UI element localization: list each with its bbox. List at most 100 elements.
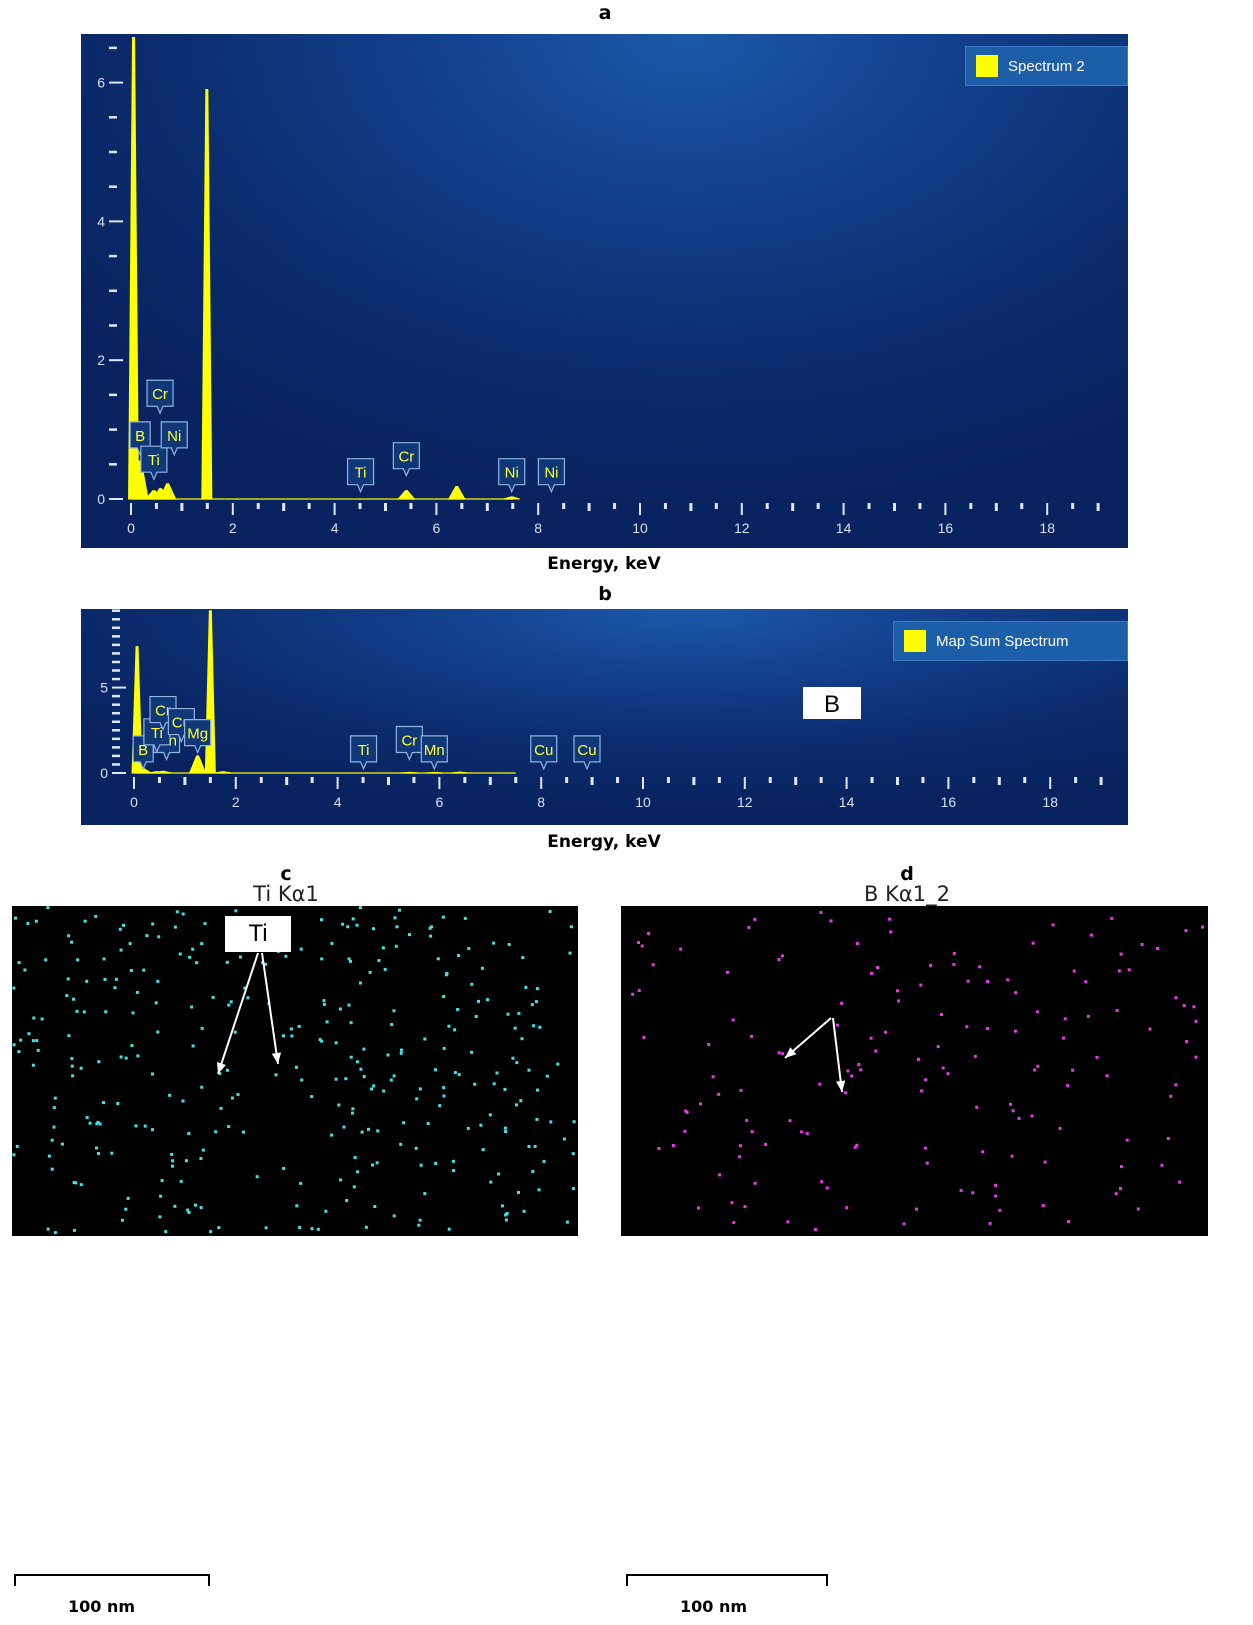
element-dot <box>571 1187 575 1191</box>
legend-label-b: Map Sum Spectrum <box>936 632 1069 650</box>
element-dot <box>225 960 229 964</box>
element-dot <box>503 1126 507 1130</box>
y-tick-label: 6 <box>97 75 105 91</box>
annotation-box <box>420 735 448 771</box>
legend-swatch-b <box>904 630 926 652</box>
element-dot <box>896 989 899 993</box>
element-dot <box>447 1024 451 1028</box>
element-dot <box>825 1186 829 1190</box>
element-dot <box>527 1068 531 1072</box>
element-dot <box>1110 916 1114 920</box>
element-dot <box>334 1041 338 1045</box>
element-dot <box>780 954 784 958</box>
callout-arrow <box>832 1017 843 1093</box>
b-callout-label: B <box>803 687 861 719</box>
element-dot <box>173 925 177 929</box>
element-dot <box>500 1204 504 1208</box>
element-dot <box>915 1207 918 1211</box>
element-dot <box>517 1011 521 1015</box>
element-dot <box>330 1133 334 1137</box>
element-dot <box>434 1161 438 1165</box>
element-dot <box>445 973 448 977</box>
element-dot <box>191 1044 195 1048</box>
element-dot <box>373 1205 377 1208</box>
element-dot <box>60 1142 64 1146</box>
element-dot <box>441 915 445 919</box>
x-tick-label: 4 <box>331 520 339 536</box>
element-dot <box>27 1032 31 1036</box>
spectrum-plot-b: 02468101214161805BMnTiCrCuMgTiCrMnCuCu <box>100 609 1103 810</box>
element-dot <box>310 1227 314 1231</box>
element-dot <box>504 1130 508 1133</box>
element-dot <box>971 1191 975 1195</box>
element-dot <box>1117 969 1121 973</box>
y-tick-label: 5 <box>100 680 108 696</box>
element-dot <box>188 955 192 959</box>
element-dot <box>102 957 106 961</box>
element-dot <box>173 1204 177 1208</box>
element-dot <box>346 925 350 929</box>
x-tick-label: 10 <box>635 794 651 810</box>
element-dot <box>565 1220 569 1224</box>
element-dot <box>844 1091 847 1095</box>
element-dot <box>190 1005 194 1009</box>
element-dot <box>118 927 122 931</box>
element-dot <box>994 1183 997 1187</box>
element-dot <box>392 1009 396 1013</box>
annotation-box <box>498 458 526 494</box>
callout-arrow <box>261 952 279 1065</box>
element-dot <box>536 1088 539 1092</box>
element-dot <box>1031 941 1035 945</box>
spectrum-peak <box>154 770 172 774</box>
element-dot <box>201 1148 205 1152</box>
y-tick-label: 2 <box>97 352 105 368</box>
legend-a: Spectrum 2 <box>965 46 1128 86</box>
element-dot <box>342 1125 346 1129</box>
element-dot <box>423 1192 427 1196</box>
element-dot <box>1156 947 1159 950</box>
element-dot <box>936 1045 940 1049</box>
element-dot <box>463 916 467 920</box>
element-dot <box>447 1227 451 1231</box>
element-dot <box>389 1078 393 1082</box>
element-dot <box>347 957 351 961</box>
element-dot <box>1011 1109 1015 1113</box>
element-dot <box>151 1072 154 1076</box>
element-dot <box>941 1066 945 1070</box>
x-tick-label: 16 <box>941 794 957 810</box>
element-dot <box>134 1124 138 1128</box>
element-dot <box>75 1009 79 1013</box>
y-tick-label: 0 <box>97 491 105 507</box>
annotation-label: Ni <box>167 428 181 445</box>
element-dot <box>1166 1137 1170 1140</box>
element-dot <box>434 1068 437 1072</box>
element-dot <box>31 1039 35 1043</box>
element-dot <box>453 1071 457 1075</box>
element-dot <box>71 1074 75 1078</box>
element-dot <box>1035 1010 1039 1014</box>
x-tick-label: 18 <box>1042 794 1058 810</box>
element-dot <box>53 1096 57 1100</box>
element-dot <box>219 1106 223 1110</box>
element-dot <box>1043 1160 1047 1164</box>
element-dot <box>545 1074 549 1078</box>
element-dot <box>1014 1029 1017 1033</box>
element-dot <box>122 923 125 927</box>
element-dot <box>965 1025 969 1029</box>
element-dot <box>520 1037 524 1041</box>
element-dot <box>390 1023 394 1026</box>
annotation-label: B <box>138 742 148 759</box>
annotation-box <box>395 725 423 762</box>
element-dot <box>200 1026 204 1030</box>
element-dot <box>227 1003 231 1007</box>
element-dot <box>897 999 901 1003</box>
element-dot <box>489 1180 493 1184</box>
element-dot <box>1086 1014 1090 1018</box>
annotation-box <box>392 442 420 478</box>
element-dot <box>1160 1163 1164 1167</box>
element-dot <box>157 935 161 939</box>
element-dot <box>1062 1036 1065 1040</box>
element-dot <box>187 1211 191 1214</box>
element-dot <box>353 1156 357 1159</box>
element-dot <box>438 1104 442 1108</box>
